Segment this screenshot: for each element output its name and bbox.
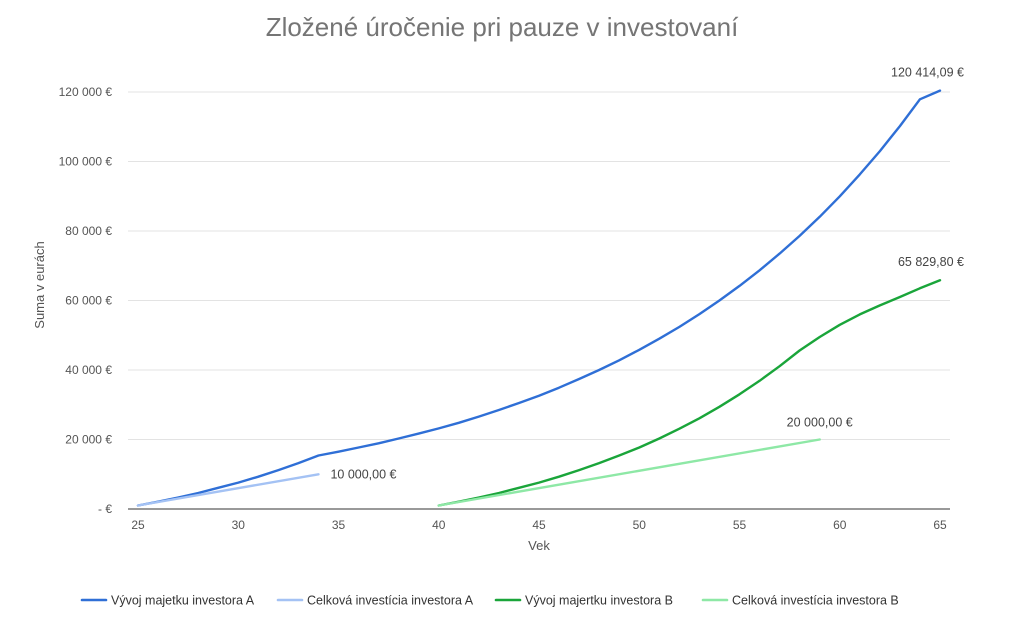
x-axis-label: Vek [528,538,550,553]
legend-label-2: Celková investícia investora A [307,594,474,608]
series-line-1 [136,89,942,507]
x-tick-label: 25 [131,518,145,532]
x-axis-ticks: 25 30 35 40 45 50 55 60 65 [131,518,947,532]
series-line-3 [437,279,942,507]
series-lines [136,89,942,507]
legend: Vývoj majetku investora A Celková investí… [80,594,899,608]
y-tick-label: 120 000 € [59,85,113,99]
x-tick-label: 30 [232,518,246,532]
series-line-4 [437,438,821,507]
y-axis-label: Suma v eurách [32,241,47,328]
data-labels: 120 414,09 € 10 000,00 € 65 829,80 € 20 000… [330,66,964,482]
x-tick-label: 50 [633,518,647,532]
x-tick-label: 45 [532,518,546,532]
y-tick-label: 100 000 € [59,155,113,169]
legend-label-1: Vývoj majetku investora A [111,594,255,608]
data-label: 20 000,00 € [787,416,853,430]
y-axis-ticks: - € 20 000 € 40 000 € 60 000 € 80 000 € 100 0… [59,85,113,516]
chart-title: Zložené úročenie pri pauze v investovaní [266,12,739,42]
y-tick-label: 40 000 € [65,363,112,377]
x-tick-label: 40 [432,518,446,532]
y-tick-label: 60 000 € [65,294,112,308]
data-label: 65 829,80 € [898,255,964,269]
grid-lines [128,91,950,440]
y-tick-label: 80 000 € [65,224,112,238]
data-label: 10 000,00 € [330,467,396,481]
data-label: 120 414,09 € [891,66,964,80]
series-line-2 [136,473,320,507]
y-tick-label: 20 000 € [65,433,112,447]
legend-label-4: Celková investícia investora B [732,594,899,608]
x-tick-label: 35 [332,518,346,532]
legend-label-3: Vývoj majertku investora B [525,594,673,608]
x-tick-label: 55 [733,518,747,532]
x-tick-label: 65 [933,518,947,532]
y-tick-label: - € [98,502,112,516]
x-tick-label: 60 [833,518,847,532]
